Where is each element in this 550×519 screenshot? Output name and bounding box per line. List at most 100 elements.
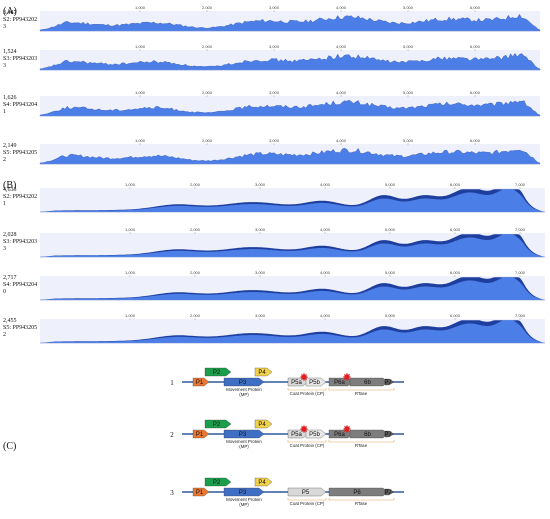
coverage-area-inner [40, 320, 545, 343]
gene-p1-shape [192, 429, 210, 439]
gene-p7-label: P7 [384, 490, 392, 496]
gene-p3-label: P3 [239, 490, 247, 496]
gene-p6a-label: P6a [334, 380, 345, 386]
track-b-3: 1,000 2,000 3,000 4,000 5,000 6,000 7,000 2,717… [3, 270, 545, 301]
gene-p4-shape [254, 477, 273, 487]
coverage-max-label: 1,524 [3, 49, 17, 55]
sample-name-label: S4: PP943204 [3, 102, 37, 108]
sample-count-label: 2 [3, 157, 6, 163]
rtase-label: RTase [355, 443, 368, 448]
rtase-label: RTase [355, 501, 368, 506]
tick-label: 1,000 [125, 227, 136, 232]
gene-p1-label: P1 [196, 432, 204, 438]
tick-label: 5,000 [403, 90, 414, 95]
coverage-max-label: 1,626 [3, 95, 17, 101]
movement-protein-abbr: (MP) [239, 502, 249, 507]
region-bracket [287, 498, 327, 501]
gene-p5b-shape [305, 377, 327, 387]
region-bracket [287, 388, 327, 391]
tick-label: 2,000 [202, 138, 213, 143]
movement-protein-abbr: (MP) [239, 444, 249, 449]
gene-p5a-label: P5a [291, 432, 302, 438]
coverage-area-inner [40, 189, 545, 212]
gene-p4-label: P4 [258, 422, 266, 428]
gene-p1-shape [192, 377, 210, 387]
tick-label: 5,000 [385, 182, 396, 187]
movement-protein-label: Movement Protein [226, 439, 262, 444]
tick-label: 5,000 [403, 138, 414, 143]
region-bracket [328, 388, 395, 391]
movement-protein-label: Movement Protein [226, 387, 262, 392]
region-bracket [328, 498, 395, 501]
tick-label: 2,000 [190, 270, 201, 275]
sample-name-label: S3: PP943203 [3, 239, 37, 245]
gene-p2-shape [204, 419, 232, 429]
genome-map-number: 1 [170, 379, 174, 387]
movement-protein-abbr: (MP) [239, 392, 249, 397]
sample-name-label: S2: PP943202 [3, 194, 37, 200]
tick-label: 5,000 [403, 44, 414, 49]
tick-label: 2,000 [190, 227, 201, 232]
genome-map-number: 3 [170, 489, 174, 497]
gene-p5-label: P5 [302, 490, 310, 496]
tick-label: 2,000 [202, 90, 213, 95]
tick-label: 7,000 [515, 182, 526, 187]
rtase-label: RTase [355, 391, 368, 396]
tick-label: 3,000 [255, 182, 266, 187]
sample-count-label: 1 [3, 201, 6, 207]
gene-p3-shape [223, 487, 265, 497]
tick-label: 6,000 [450, 182, 461, 187]
coverage-area [39, 99, 541, 117]
tick-label: 1,000 [135, 44, 146, 49]
tick-label: 1,000 [135, 90, 146, 95]
movement-protein-label: Movement Protein [226, 497, 262, 502]
gene-p1-label: P1 [196, 380, 204, 386]
sample-count-label: 3 [3, 246, 6, 252]
gene-p6b-label: 6b [364, 432, 371, 438]
tick-label: 1,000 [135, 5, 146, 10]
genome-map-number: 2 [170, 431, 174, 439]
sample-count-label: 0 [3, 289, 6, 295]
tick-label: 4,000 [320, 313, 331, 318]
coverage-area [39, 53, 541, 71]
tick-label: 4,000 [336, 5, 347, 10]
gene-p2-label: P2 [213, 422, 221, 428]
gene-p3-shape [223, 429, 265, 439]
gene-p7-shape [384, 488, 395, 496]
tick-label: 5,000 [403, 5, 414, 10]
sample-count-label: 3 [3, 63, 6, 69]
coverage-max-label: 4,633 [3, 187, 17, 193]
sample-name-label: S4: PP943204 [3, 282, 37, 288]
coverage-max-label: 2,717 [3, 275, 17, 281]
coverage-max-label: 2,455 [3, 318, 17, 324]
gene-p7-shape [384, 378, 395, 386]
tick-label: 3,000 [255, 270, 266, 275]
tick-label: 4,000 [336, 44, 347, 49]
track-b-2: 1,000 2,000 3,000 4,000 5,000 6,000 7,000 2,028… [3, 227, 545, 258]
gene-p4-shape [254, 367, 273, 377]
mutation-star-icon [342, 372, 352, 382]
tick-label: 7,000 [515, 227, 526, 232]
tick-label: 3,000 [269, 90, 280, 95]
gene-p5a-label: P5a [291, 380, 302, 386]
tick-label: 2,000 [202, 5, 213, 10]
tick-label: 2,000 [190, 182, 201, 187]
coverage-max-label: 2,149 [3, 143, 17, 149]
tick-label: 3,000 [269, 5, 280, 10]
gene-p7-label: P7 [384, 380, 392, 386]
gene-p2-shape [204, 367, 232, 377]
tick-label: 4,000 [336, 90, 347, 95]
gene-p5b-label: P5b [309, 380, 320, 386]
gene-p4-label: P4 [258, 370, 266, 376]
gene-p5a-shape [287, 429, 309, 439]
track-b-1: 1,000 2,000 3,000 4,000 5,000 6,000 7,000 4,633… [3, 182, 545, 213]
gene-p6a-label: P6a [334, 432, 345, 438]
tick-label: 6,000 [450, 227, 461, 232]
